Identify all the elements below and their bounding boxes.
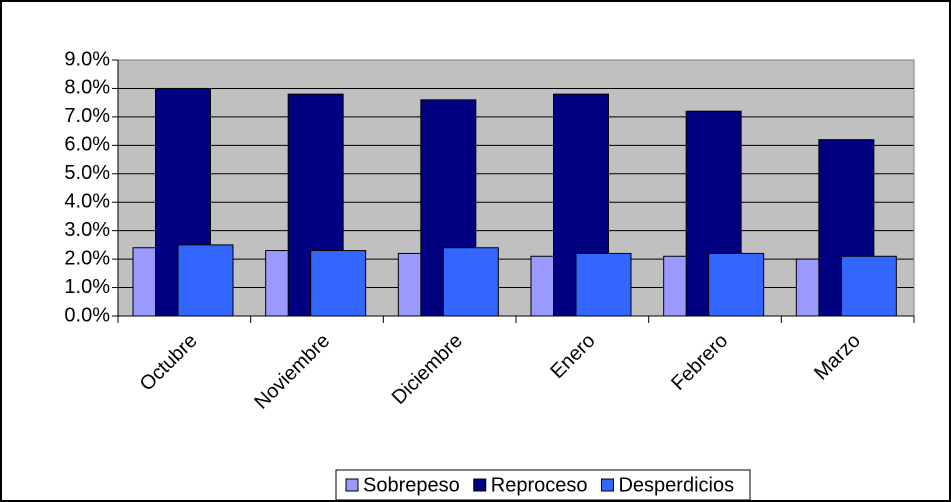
legend-label: Sobrepeso	[363, 474, 460, 496]
bar	[442, 247, 499, 317]
bar	[177, 244, 234, 317]
plot-area	[118, 60, 914, 316]
bar	[708, 252, 765, 317]
bar	[310, 250, 367, 317]
y-tick-label: 2.0%	[64, 247, 110, 269]
bar	[840, 255, 897, 317]
legend-label: Reproceso	[491, 474, 588, 496]
y-tick-label: 5.0%	[64, 162, 110, 184]
legend-swatch	[345, 478, 359, 492]
bar	[575, 252, 632, 317]
legend: Sobrepeso Reproceso Desperdicios	[335, 469, 751, 501]
y-tick-label: 7.0%	[64, 105, 110, 127]
y-tick-label: 1.0%	[64, 276, 110, 298]
legend-box	[335, 469, 751, 501]
y-tick-label: 4.0%	[64, 191, 110, 213]
legend-swatch	[473, 478, 487, 492]
y-tick-label: 9.0%	[64, 48, 110, 70]
legend-label: Desperdicios	[618, 474, 734, 496]
y-tick-label: 0.0%	[64, 304, 110, 326]
y-tick-label: 8.0%	[64, 77, 110, 99]
y-tick-label: 6.0%	[64, 134, 110, 156]
legend-swatch	[600, 478, 614, 492]
y-tick-label: 3.0%	[64, 219, 110, 241]
